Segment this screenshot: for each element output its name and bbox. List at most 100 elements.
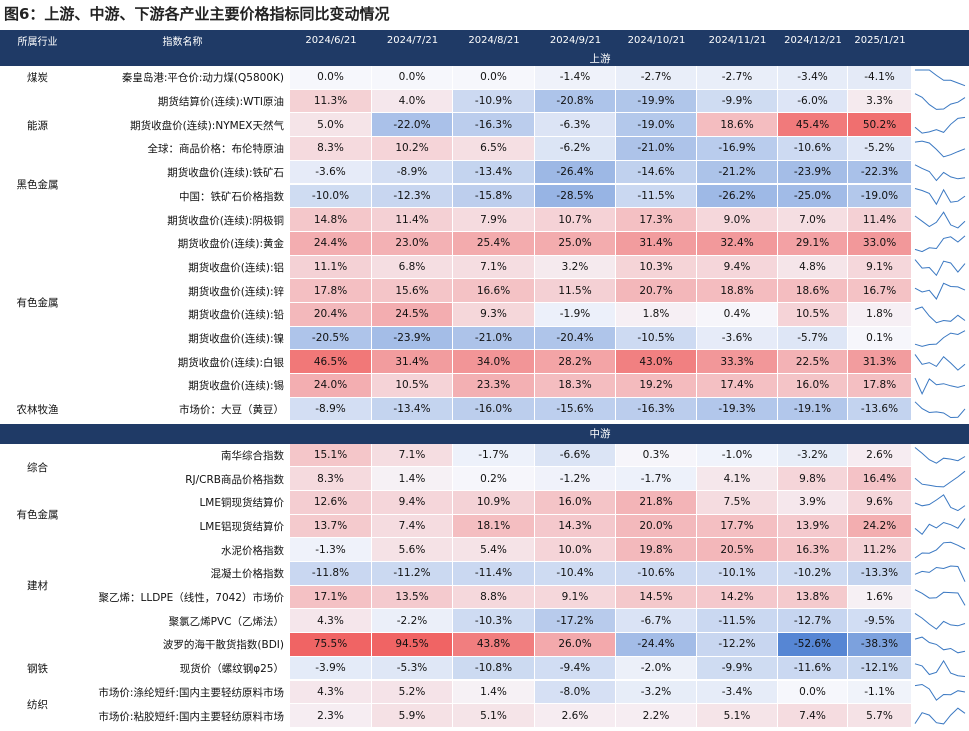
value-cell: -10.3% (453, 609, 535, 634)
value-cell: -19.1% (778, 397, 848, 422)
section-title: 上游 (589, 52, 611, 65)
value-cell: -12.2% (697, 633, 778, 657)
value-cell: -16.3% (453, 113, 535, 138)
value-cell: -1.2% (535, 467, 616, 491)
sparkline (914, 401, 966, 419)
category-label: 农林牧渔 (16, 404, 59, 417)
value-cell: 32.4% (697, 231, 778, 256)
value-cell: -5.2% (848, 137, 912, 161)
index-name: 现货价（螺纹钢φ25） (179, 663, 284, 676)
value-cell: 10.0% (535, 538, 616, 562)
sparkline (914, 707, 966, 725)
value-cell: -13.3% (848, 562, 912, 586)
sparkline (914, 164, 966, 182)
sparkline (914, 354, 966, 371)
sparkline (914, 235, 966, 253)
value-cell: 5.1% (697, 704, 778, 728)
value-cell: 21.8% (616, 490, 697, 515)
value-cell: 7.4% (372, 514, 453, 539)
value-cell: 4.3% (290, 609, 372, 634)
value-cell: 16.0% (535, 490, 616, 515)
value-cell: 9.4% (372, 490, 453, 515)
value-cell: 26.0% (535, 633, 616, 657)
value-cell: -21.2% (697, 160, 778, 185)
value-cell: 11.3% (290, 89, 372, 114)
sparkline (914, 683, 966, 701)
index-name: 市场价：大豆（黄豆） (179, 404, 284, 417)
value-cell: 28.2% (535, 350, 616, 375)
value-cell: 17.4% (697, 374, 778, 398)
value-cell: -10.2% (778, 562, 848, 586)
value-cell: -24.4% (616, 633, 697, 657)
value-cell: 11.5% (535, 279, 616, 303)
value-cell: 4.3% (290, 680, 372, 705)
category-label: 综合 (27, 461, 48, 474)
sparkline (914, 330, 966, 347)
value-cell: -1.0% (697, 443, 778, 468)
value-cell: -1.7% (616, 467, 697, 491)
header-cell: 指数名称 (162, 36, 203, 48)
value-cell: -2.7% (616, 66, 697, 90)
value-cell: 0.3% (616, 443, 697, 468)
value-cell: 17.8% (848, 374, 912, 398)
value-cell: 24.2% (848, 514, 912, 539)
value-cell: 18.8% (697, 279, 778, 303)
value-cell: 10.5% (778, 303, 848, 327)
value-cell: -6.3% (535, 113, 616, 138)
value-cell: -9.4% (535, 656, 616, 681)
value-cell: 5.0% (290, 113, 372, 138)
value-cell: 31.4% (616, 231, 697, 256)
value-cell: 7.1% (453, 255, 535, 280)
index-name: 期货收盘价(连续):锡 (188, 380, 284, 393)
value-cell: -5.7% (778, 326, 848, 351)
value-cell: 14.5% (616, 585, 697, 610)
value-cell: 2.6% (848, 443, 912, 468)
value-cell: -21.0% (453, 326, 535, 351)
value-cell: 8.8% (453, 585, 535, 610)
value-cell: 13.5% (372, 585, 453, 610)
value-cell: 16.3% (778, 538, 848, 562)
value-cell: 10.3% (616, 255, 697, 280)
value-cell: 7.4% (778, 704, 848, 728)
category-label: 纺织 (27, 698, 48, 711)
value-cell: -15.8% (453, 184, 535, 209)
index-name: 期货收盘价(连续):锌 (188, 285, 284, 298)
index-name: 市场价:涤纶短纤:国内主要轻纺原料市场 (98, 686, 284, 699)
value-cell: 5.4% (453, 538, 535, 562)
value-cell: -52.6% (778, 633, 848, 657)
header-bar (0, 30, 969, 50)
value-cell: 13.8% (778, 585, 848, 610)
sparkline (914, 447, 966, 464)
value-cell: 29.1% (778, 231, 848, 256)
value-cell: 20.5% (697, 538, 778, 562)
sparkline (914, 470, 966, 488)
value-cell: 20.7% (616, 279, 697, 303)
sparkline (914, 188, 966, 206)
index-name: 期货收盘价(连续):黄金 (177, 238, 284, 251)
value-cell: -19.0% (848, 184, 912, 209)
header-cell: 2024/9/21 (549, 34, 602, 46)
value-cell: 16.0% (778, 374, 848, 398)
sparkline (914, 259, 966, 277)
value-cell: -14.6% (616, 160, 697, 185)
header-cell: 2024/8/21 (468, 34, 520, 46)
value-cell: -13.6% (848, 397, 912, 422)
value-cell: 45.4% (778, 113, 848, 138)
header-cell: 2025/1/21 (854, 34, 906, 46)
sparkline (915, 69, 966, 87)
header-cell: 所属行业 (17, 36, 58, 48)
header-cell: 2024/10/21 (627, 34, 686, 46)
sparkline (914, 565, 966, 582)
section-title: 中游 (589, 428, 611, 440)
value-cell: -16.0% (453, 397, 535, 422)
sparkline (914, 541, 966, 559)
value-cell: -3.6% (697, 326, 778, 351)
index-name: 期货收盘价(连续):NYMEX天然气 (130, 119, 284, 132)
value-cell: 11.4% (372, 208, 453, 232)
value-cell: 1.6% (848, 585, 912, 610)
value-cell: -15.6% (535, 397, 616, 422)
value-cell: -6.0% (778, 89, 848, 114)
section-bar (0, 423, 969, 444)
value-cell: -19.9% (616, 89, 697, 114)
value-cell: 1.4% (453, 680, 535, 705)
